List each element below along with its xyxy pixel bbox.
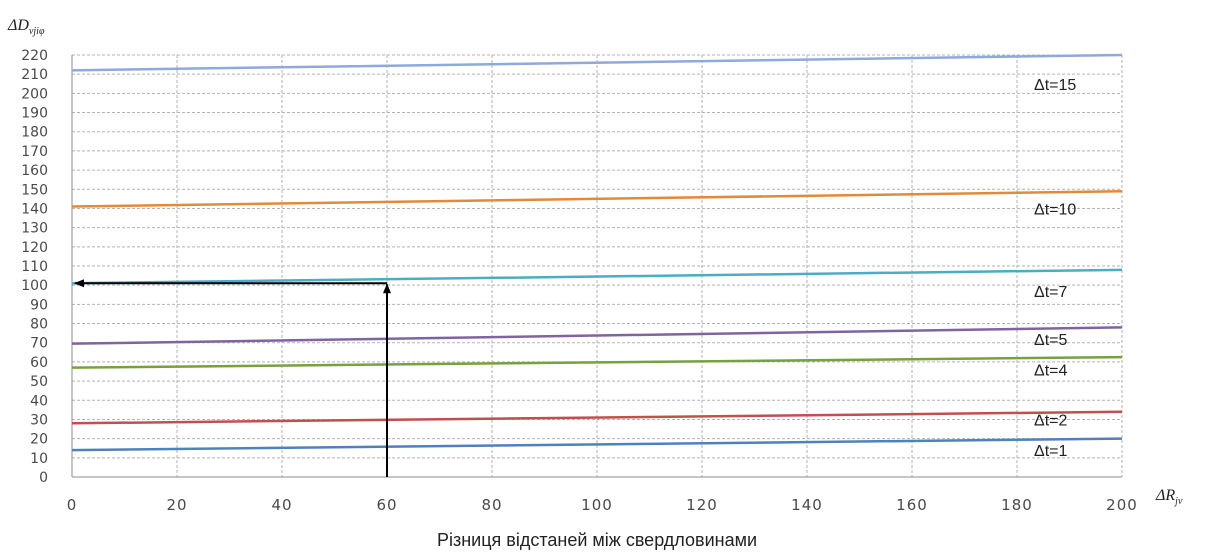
y-tick-label: 80 bbox=[30, 317, 48, 333]
axis-ticks: 0 10 20 30 40 50 60 70 80 90 100 110 120 130 140 150 160… bbox=[21, 48, 1138, 514]
y-tick-label: 130 bbox=[21, 221, 48, 237]
y-tick-label: 100 bbox=[21, 278, 48, 294]
x-tick-label: 0 bbox=[67, 496, 78, 514]
y-tick-label: 60 bbox=[30, 355, 48, 371]
x-tick-label: 80 bbox=[481, 496, 502, 514]
series-line bbox=[71, 355, 1123, 369]
series-line bbox=[71, 437, 1123, 452]
series-labels: Δt=15 Δt=10 Δt=7 Δt=5 Δt=4 Δt=2 Δt=1 bbox=[1034, 77, 1076, 460]
series-label: Δt=10 bbox=[1034, 201, 1076, 218]
y-tick-label: 210 bbox=[21, 67, 48, 83]
y-tick-label: 180 bbox=[21, 125, 48, 141]
y-tick-label: 150 bbox=[21, 182, 48, 198]
y-tick-label: 20 bbox=[30, 432, 48, 448]
y-tick-label: 190 bbox=[21, 106, 48, 122]
x-tick-label: 180 bbox=[1001, 496, 1033, 514]
series-label: Δt=15 bbox=[1034, 77, 1076, 94]
y-tick-label: 170 bbox=[21, 144, 48, 160]
x-tick-label: 160 bbox=[896, 496, 928, 514]
x-tick-label: 120 bbox=[686, 496, 718, 514]
series-label: Δt=1 bbox=[1034, 443, 1067, 460]
y-tick-label: 10 bbox=[30, 451, 48, 467]
series-line bbox=[71, 268, 1123, 285]
series-label: Δt=4 bbox=[1034, 363, 1067, 380]
x-tick-label: 40 bbox=[271, 496, 292, 514]
series-line bbox=[71, 53, 1123, 72]
y-tick-label: 200 bbox=[21, 86, 48, 102]
y-tick-label: 90 bbox=[30, 297, 48, 313]
x-axis-title: ΔRjv bbox=[1155, 487, 1183, 507]
series-line bbox=[71, 410, 1123, 425]
y-tick-label: 30 bbox=[30, 412, 48, 428]
x-tick-label: 100 bbox=[581, 496, 613, 514]
y-tick-label: 220 bbox=[21, 48, 48, 64]
gridlines bbox=[72, 54, 1123, 477]
y-tick-label: 160 bbox=[21, 163, 48, 179]
series-label: Δt=7 bbox=[1034, 284, 1067, 301]
y-tick-label: 0 bbox=[39, 470, 48, 486]
x-axis-caption: Різниця відстаней між свердловинами bbox=[437, 530, 757, 550]
y-tick-label: 140 bbox=[21, 201, 48, 217]
series-lines bbox=[71, 53, 1123, 452]
x-tick-label: 140 bbox=[791, 496, 823, 514]
y-axis-title: ΔDvjiφ bbox=[7, 17, 45, 37]
series-line bbox=[71, 189, 1123, 208]
y-tick-label: 40 bbox=[30, 393, 48, 409]
series-line bbox=[71, 326, 1123, 345]
y-tick-label: 110 bbox=[21, 259, 48, 275]
x-tick-label: 60 bbox=[376, 496, 397, 514]
x-tick-label: 20 bbox=[166, 496, 187, 514]
y-tick-label: 50 bbox=[30, 374, 48, 390]
y-tick-label: 70 bbox=[30, 336, 48, 352]
x-tick-label: 200 bbox=[1106, 496, 1138, 514]
y-tick-label: 120 bbox=[21, 240, 48, 256]
series-label: Δt=2 bbox=[1034, 412, 1067, 429]
series-label: Δt=5 bbox=[1034, 332, 1067, 349]
annotation-arrows bbox=[74, 279, 391, 477]
